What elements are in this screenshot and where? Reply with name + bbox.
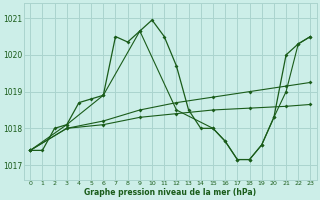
X-axis label: Graphe pression niveau de la mer (hPa): Graphe pression niveau de la mer (hPa) xyxy=(84,188,256,197)
